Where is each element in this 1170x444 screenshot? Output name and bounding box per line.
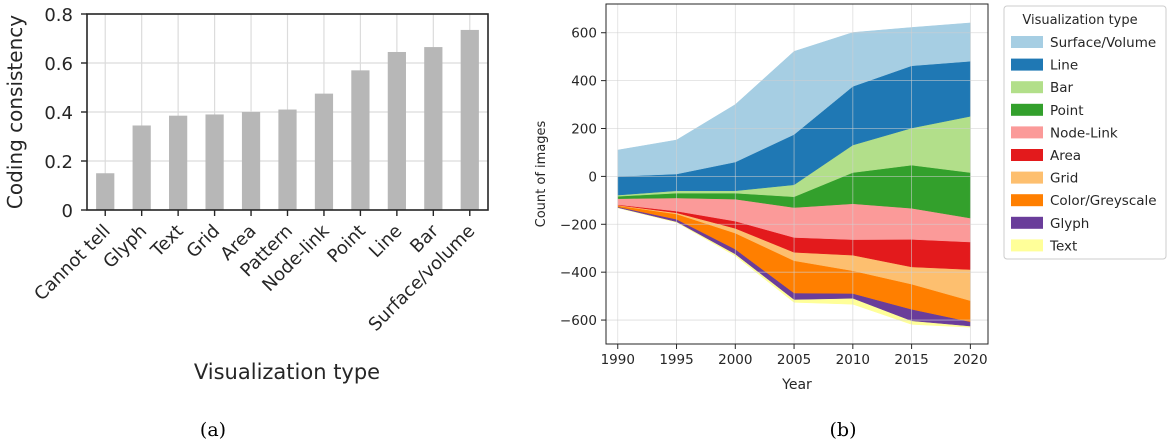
legend-swatch xyxy=(1011,171,1043,184)
panel-a-x-ticks: Cannot tellGlyphTextGridAreaPatternNode-… xyxy=(30,210,479,335)
bar xyxy=(96,173,115,210)
x-tick-label: 2010 xyxy=(836,352,870,368)
y-tick-label: −600 xyxy=(560,313,597,329)
legend-swatch xyxy=(1011,36,1043,48)
legend-label: Glyph xyxy=(1050,216,1089,232)
legend-label: Text xyxy=(1049,238,1077,254)
y-tick-label: −400 xyxy=(560,265,597,281)
legend-swatch xyxy=(1011,103,1043,116)
bar xyxy=(424,47,443,211)
x-tick-label: 2000 xyxy=(718,352,752,368)
x-tick-label: Cannot tell xyxy=(30,221,114,305)
y-tick-label: 0.2 xyxy=(44,152,73,173)
y-tick-label: 0 xyxy=(588,169,597,185)
bar xyxy=(387,51,406,210)
x-tick-label: 2020 xyxy=(953,352,987,368)
y-tick-label: 400 xyxy=(571,74,597,90)
panel-b-caption: (b) xyxy=(830,419,857,441)
y-tick-label: −200 xyxy=(560,217,597,233)
y-tick-label: 0 xyxy=(62,201,73,222)
x-tick-label: 1995 xyxy=(659,352,693,368)
panel-b-x-ticks: 1990 1995 2000 2005 2010 2015 2020 xyxy=(601,344,988,368)
bar xyxy=(351,70,370,210)
panel-b-y-axis-label: Count of images xyxy=(534,120,549,227)
legend-label: Surface/Volume xyxy=(1050,35,1156,51)
legend-swatch xyxy=(1011,216,1043,229)
x-tick-label: Text xyxy=(146,221,187,262)
legend-label: Area xyxy=(1050,148,1081,164)
y-tick-label: 600 xyxy=(571,26,597,42)
panel-b-gridlines xyxy=(606,4,988,344)
panel-a-x-axis-label: Visualization type xyxy=(194,360,380,384)
bar xyxy=(278,109,297,210)
bar xyxy=(132,125,151,210)
legend-swatch xyxy=(1011,126,1043,139)
y-tick-label: 0.8 xyxy=(44,5,73,26)
bar xyxy=(169,115,188,210)
panel-b-stacked-area-chart: −600 −400 −200 0 200 400 600 1990 1995 2000 2005 2… xyxy=(534,3,989,441)
bar xyxy=(460,29,479,210)
legend-swatch xyxy=(1011,149,1043,161)
y-tick-label: 0.4 xyxy=(44,103,73,124)
legend: Visualization type Surface/Volume Line Bar… xyxy=(1003,5,1167,260)
panel-a-caption: (a) xyxy=(200,419,226,441)
y-tick-label: 0.6 xyxy=(44,54,73,75)
legend-label: Line xyxy=(1050,58,1078,74)
bar xyxy=(314,93,334,210)
legend-swatch xyxy=(1011,58,1043,71)
legend-label: Grid xyxy=(1050,171,1078,187)
panel-a-y-ticks: 0 0.2 0.4 0.6 0.8 xyxy=(44,5,87,222)
x-tick-label: 2005 xyxy=(777,352,811,368)
panel-b-plot-frame xyxy=(605,3,989,345)
legend-label: Point xyxy=(1050,103,1084,119)
bar xyxy=(205,114,224,210)
legend-label: Color/Greyscale xyxy=(1050,193,1157,209)
legend-title: Visualization type xyxy=(1022,13,1137,28)
x-tick-label: Line xyxy=(365,221,406,262)
x-tick-label: Grid xyxy=(183,221,225,263)
bar xyxy=(241,112,261,210)
legend-items: Surface/Volume Line Bar Point Node-Link Area G… xyxy=(1011,35,1157,254)
legend-label: Node-Link xyxy=(1050,125,1118,141)
panel-a-bar-chart: 0 0.2 0.4 0.6 0.8 Cannot tellGlyphTextGridAr… xyxy=(3,5,489,441)
legend-swatch xyxy=(1011,194,1043,207)
legend-swatch xyxy=(1011,239,1043,252)
y-tick-label: 200 xyxy=(571,122,597,138)
legend-swatch xyxy=(1011,81,1043,94)
legend-label: Bar xyxy=(1050,80,1074,96)
x-tick-label: 1990 xyxy=(601,352,635,368)
panel-b-y-ticks: −600 −400 −200 0 200 400 600 xyxy=(560,26,606,329)
panel-a-y-axis-label: Coding consistency xyxy=(3,15,27,209)
x-tick-label: 2015 xyxy=(894,352,928,368)
panel-a-bars xyxy=(96,29,479,211)
legend-box xyxy=(1003,5,1167,260)
x-tick-label: Point xyxy=(323,221,369,267)
panel-b-x-axis-label: Year xyxy=(781,377,812,393)
